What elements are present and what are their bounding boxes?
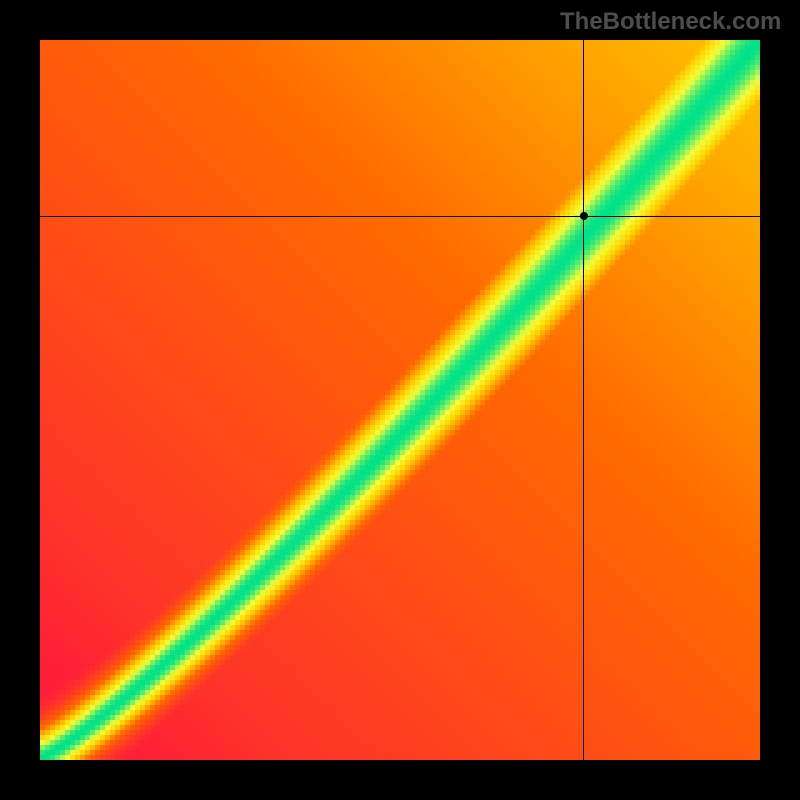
bottleneck-heatmap: [40, 40, 760, 760]
plot-area: [40, 40, 760, 760]
crosshair-vertical: [583, 40, 584, 760]
crosshair-horizontal: [40, 216, 760, 217]
watermark-text: TheBottleneck.com: [560, 8, 781, 36]
chart-container: { "canvas": { "width": 800, "height": 80…: [0, 0, 800, 800]
crosshair-marker: [580, 212, 588, 220]
